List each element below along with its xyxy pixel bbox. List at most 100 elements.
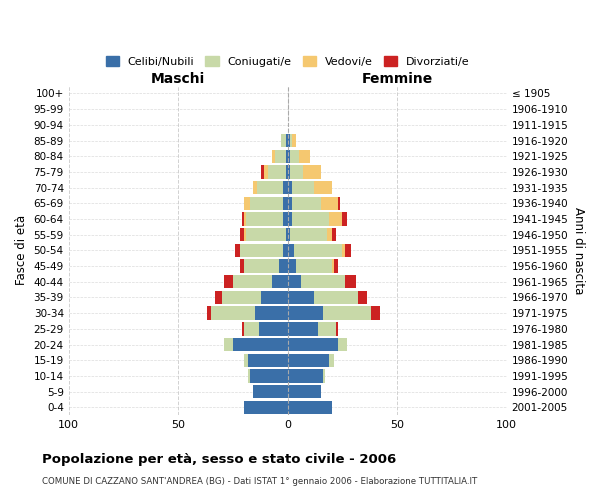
Text: Maschi: Maschi bbox=[151, 72, 205, 86]
Bar bbox=[287, 260, 296, 273]
Text: COMUNE DI CAZZANO SANT'ANDREA (BG) - Dati ISTAT 1° gennaio 2006 - Elaborazione T: COMUNE DI CAZZANO SANT'ANDREA (BG) - Dat… bbox=[42, 478, 477, 486]
Bar bbox=[294, 244, 343, 257]
Bar bbox=[336, 322, 338, 336]
Bar bbox=[255, 306, 287, 320]
Bar bbox=[286, 228, 287, 241]
Bar bbox=[224, 338, 233, 351]
Bar bbox=[279, 260, 287, 273]
Bar bbox=[211, 306, 255, 320]
Bar bbox=[287, 322, 319, 336]
Bar bbox=[215, 291, 222, 304]
Bar bbox=[292, 181, 314, 194]
Bar bbox=[319, 322, 336, 336]
Bar bbox=[239, 244, 283, 257]
Bar bbox=[287, 291, 314, 304]
Bar bbox=[233, 275, 272, 288]
Bar bbox=[287, 400, 331, 414]
Bar bbox=[250, 196, 283, 210]
Bar bbox=[206, 306, 211, 320]
Bar bbox=[334, 260, 338, 273]
Bar bbox=[329, 354, 334, 367]
Bar bbox=[290, 134, 292, 147]
Bar bbox=[314, 181, 331, 194]
Bar bbox=[287, 354, 329, 367]
Bar bbox=[286, 134, 287, 147]
Bar bbox=[287, 196, 292, 210]
Bar bbox=[287, 306, 323, 320]
Bar bbox=[343, 244, 344, 257]
Bar bbox=[338, 338, 347, 351]
Bar bbox=[244, 322, 259, 336]
Bar bbox=[371, 306, 380, 320]
Bar bbox=[239, 228, 244, 241]
Bar bbox=[244, 212, 246, 226]
Bar bbox=[287, 150, 290, 163]
Bar bbox=[268, 166, 286, 178]
Bar bbox=[323, 369, 325, 382]
Text: Femmine: Femmine bbox=[362, 72, 433, 86]
Bar bbox=[246, 228, 286, 241]
Bar bbox=[358, 291, 367, 304]
Bar bbox=[283, 212, 287, 226]
Bar bbox=[287, 244, 294, 257]
Bar bbox=[233, 338, 287, 351]
Bar bbox=[272, 150, 275, 163]
Bar bbox=[287, 166, 290, 178]
Bar bbox=[329, 212, 343, 226]
Bar bbox=[292, 134, 296, 147]
Bar bbox=[301, 275, 344, 288]
Bar bbox=[344, 275, 356, 288]
Bar bbox=[286, 166, 287, 178]
Bar bbox=[259, 322, 287, 336]
Bar bbox=[244, 260, 279, 273]
Bar bbox=[299, 150, 310, 163]
Bar bbox=[244, 196, 250, 210]
Bar bbox=[283, 181, 287, 194]
Bar bbox=[246, 212, 283, 226]
Bar bbox=[327, 228, 331, 241]
Bar bbox=[323, 306, 371, 320]
Bar bbox=[320, 196, 338, 210]
Bar bbox=[343, 212, 347, 226]
Y-axis label: Anni di nascita: Anni di nascita bbox=[572, 206, 585, 294]
Bar bbox=[224, 275, 233, 288]
Legend: Celibi/Nubili, Coniugati/e, Vedovi/e, Divorziati/e: Celibi/Nubili, Coniugati/e, Vedovi/e, Di… bbox=[101, 52, 475, 72]
Bar bbox=[292, 196, 320, 210]
Bar bbox=[244, 354, 248, 367]
Bar bbox=[244, 400, 287, 414]
Bar bbox=[287, 228, 290, 241]
Bar bbox=[272, 275, 287, 288]
Bar bbox=[253, 385, 287, 398]
Bar bbox=[262, 291, 287, 304]
Bar bbox=[287, 369, 323, 382]
Bar bbox=[283, 196, 287, 210]
Bar bbox=[281, 134, 286, 147]
Y-axis label: Fasce di età: Fasce di età bbox=[15, 216, 28, 286]
Bar bbox=[290, 150, 299, 163]
Bar bbox=[248, 369, 250, 382]
Bar bbox=[222, 291, 262, 304]
Bar bbox=[239, 260, 244, 273]
Bar bbox=[262, 166, 263, 178]
Bar bbox=[303, 166, 320, 178]
Bar bbox=[283, 244, 287, 257]
Bar bbox=[242, 212, 244, 226]
Bar bbox=[286, 150, 287, 163]
Bar bbox=[290, 166, 303, 178]
Bar bbox=[287, 275, 301, 288]
Bar bbox=[263, 166, 268, 178]
Bar bbox=[275, 150, 286, 163]
Bar bbox=[344, 244, 351, 257]
Bar bbox=[287, 181, 292, 194]
Bar bbox=[248, 354, 287, 367]
Bar bbox=[287, 385, 320, 398]
Bar bbox=[235, 244, 239, 257]
Bar bbox=[242, 322, 244, 336]
Bar bbox=[331, 228, 336, 241]
Bar bbox=[244, 228, 246, 241]
Bar bbox=[287, 212, 292, 226]
Bar bbox=[296, 260, 331, 273]
Bar bbox=[257, 181, 283, 194]
Bar bbox=[287, 134, 290, 147]
Bar bbox=[250, 369, 287, 382]
